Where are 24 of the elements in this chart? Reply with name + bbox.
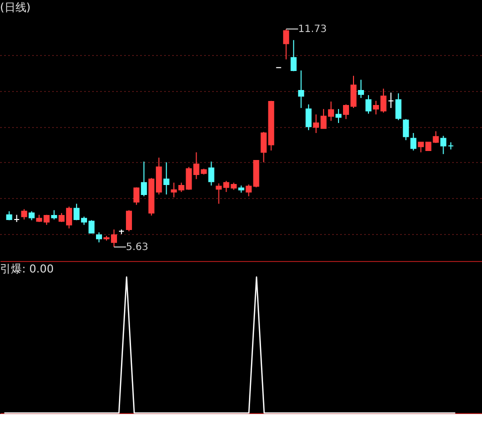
candlestick: [140, 161, 147, 197]
candlestick: [365, 94, 372, 114]
candlestick: [298, 70, 304, 108]
candlestick: [133, 186, 140, 206]
candlestick: [126, 210, 132, 232]
candlestick: [21, 208, 28, 220]
chart-title: 引爆: 0.00: [0, 262, 54, 276]
candlestick: [440, 135, 446, 155]
candlestick: [96, 232, 102, 243]
candlestick: [395, 92, 402, 121]
candlestick: [410, 132, 416, 152]
candlestick: [388, 92, 394, 108]
candlestick: [283, 28, 290, 60]
annotation: 5.63: [126, 242, 148, 253]
candlestick: [208, 161, 214, 186]
candlestick: [336, 108, 342, 124]
candlestick: [306, 104, 312, 131]
chart-title: (日线): [0, 1, 31, 14]
candlestick: [290, 40, 297, 72]
annotation: 11.73: [298, 24, 327, 35]
candlestick: [51, 210, 58, 220]
candlestick: [163, 162, 170, 195]
candlestick: [358, 79, 364, 98]
candlestick: [402, 118, 409, 141]
